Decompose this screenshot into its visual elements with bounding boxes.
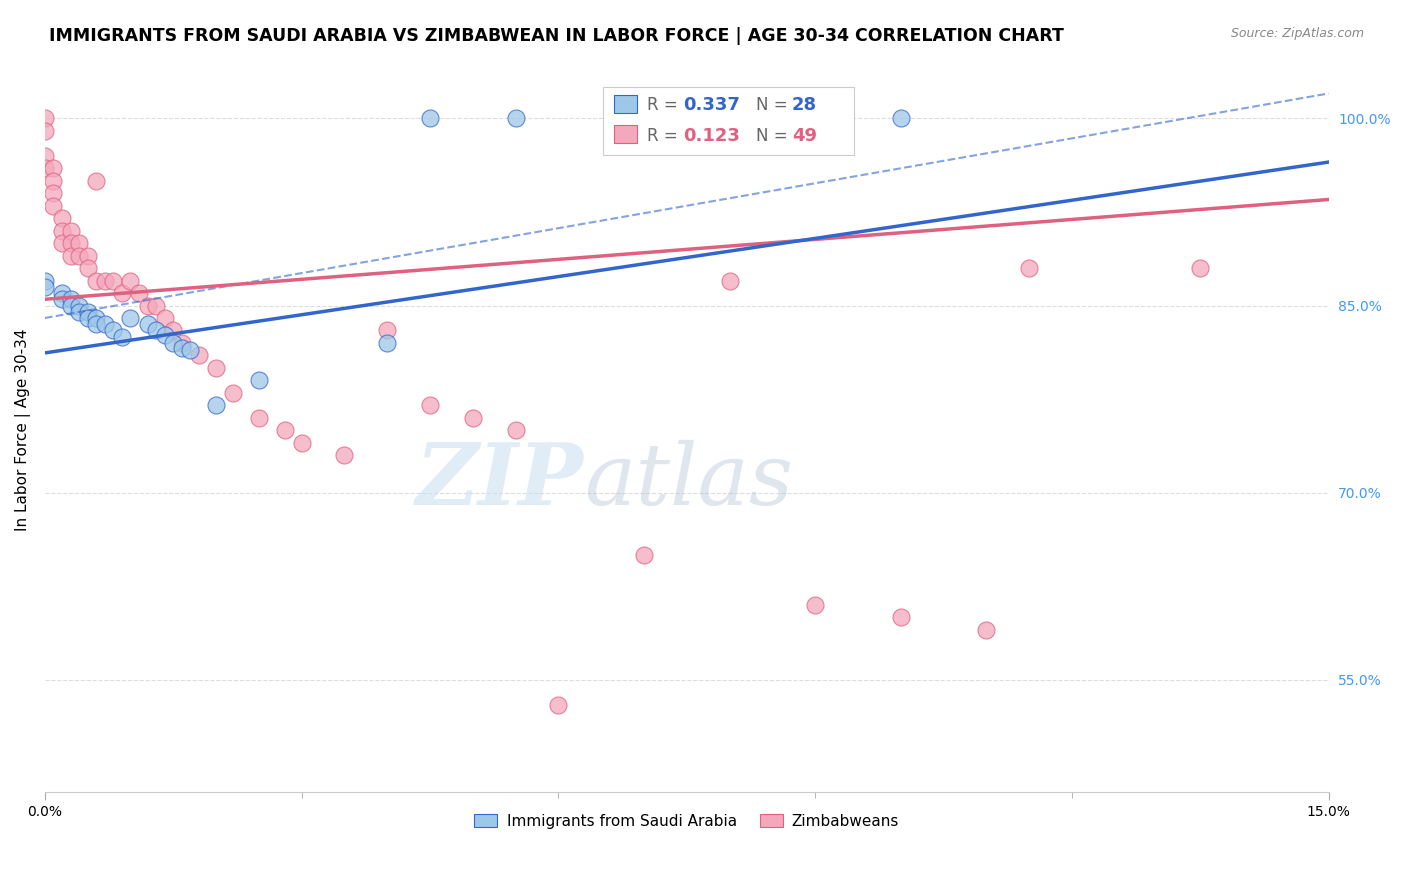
Point xyxy=(170,341,193,355)
Point xyxy=(59,224,82,238)
Point xyxy=(67,298,90,312)
Point xyxy=(94,317,117,331)
Point xyxy=(247,373,270,387)
Point xyxy=(222,385,245,400)
Point xyxy=(291,435,314,450)
Text: 0.123: 0.123 xyxy=(683,127,740,145)
Point xyxy=(170,335,193,350)
Point xyxy=(145,298,167,312)
Point xyxy=(42,199,65,213)
Point xyxy=(162,323,184,337)
Point xyxy=(34,274,56,288)
Point xyxy=(890,610,912,624)
FancyBboxPatch shape xyxy=(613,95,637,112)
Point xyxy=(51,224,73,238)
Text: 0.337: 0.337 xyxy=(683,96,740,114)
Text: 28: 28 xyxy=(792,96,817,114)
Point xyxy=(976,623,998,637)
Point xyxy=(42,186,65,201)
Point xyxy=(34,149,56,163)
Point xyxy=(59,298,82,312)
Point xyxy=(1189,261,1212,276)
Point xyxy=(1018,261,1040,276)
Point xyxy=(461,410,484,425)
Point xyxy=(84,310,107,325)
Point xyxy=(103,274,125,288)
Point xyxy=(718,274,741,288)
Point xyxy=(51,286,73,301)
Point xyxy=(273,423,295,437)
Point xyxy=(34,112,56,126)
Point xyxy=(84,317,107,331)
Point xyxy=(547,698,569,712)
Point xyxy=(804,598,827,612)
Point xyxy=(247,410,270,425)
Point xyxy=(136,298,159,312)
Point xyxy=(42,161,65,176)
Point xyxy=(51,236,73,251)
Point xyxy=(67,236,90,251)
Point xyxy=(51,293,73,307)
FancyBboxPatch shape xyxy=(613,125,637,143)
Point xyxy=(59,293,82,307)
Point xyxy=(103,323,125,337)
Point xyxy=(633,548,655,562)
Point xyxy=(59,236,82,251)
Point xyxy=(375,335,398,350)
Point xyxy=(84,174,107,188)
Point xyxy=(205,360,228,375)
Text: Source: ZipAtlas.com: Source: ZipAtlas.com xyxy=(1230,27,1364,40)
Point xyxy=(333,448,356,462)
Text: atlas: atlas xyxy=(583,440,793,522)
Text: ZIP: ZIP xyxy=(416,439,583,523)
Point xyxy=(34,280,56,294)
Point xyxy=(76,249,98,263)
Point xyxy=(59,249,82,263)
Text: N =: N = xyxy=(756,127,793,145)
Point xyxy=(145,323,167,337)
Point xyxy=(67,249,90,263)
Text: N =: N = xyxy=(756,96,793,114)
Point xyxy=(205,398,228,412)
Point xyxy=(153,328,176,343)
Point xyxy=(34,124,56,138)
Point xyxy=(419,112,441,126)
FancyBboxPatch shape xyxy=(603,87,853,155)
Point xyxy=(153,310,176,325)
Point xyxy=(505,423,527,437)
Point xyxy=(111,286,134,301)
Point xyxy=(187,348,209,362)
Point xyxy=(34,161,56,176)
Point xyxy=(94,274,117,288)
Point xyxy=(67,304,90,318)
Text: R =: R = xyxy=(647,96,683,114)
Point xyxy=(179,343,201,358)
Point xyxy=(505,112,527,126)
Point xyxy=(120,310,142,325)
Text: IMMIGRANTS FROM SAUDI ARABIA VS ZIMBABWEAN IN LABOR FORCE | AGE 30-34 CORRELATIO: IMMIGRANTS FROM SAUDI ARABIA VS ZIMBABWE… xyxy=(49,27,1064,45)
Point xyxy=(76,261,98,276)
Point xyxy=(128,286,150,301)
Point xyxy=(51,211,73,226)
Point xyxy=(136,317,159,331)
Point xyxy=(162,335,184,350)
Legend: Immigrants from Saudi Arabia, Zimbabweans: Immigrants from Saudi Arabia, Zimbabwean… xyxy=(468,807,905,835)
Point xyxy=(375,323,398,337)
Text: 49: 49 xyxy=(792,127,817,145)
Point xyxy=(42,174,65,188)
Point xyxy=(76,304,98,318)
Point xyxy=(890,112,912,126)
Point xyxy=(111,329,134,343)
Point xyxy=(419,398,441,412)
Point xyxy=(120,274,142,288)
Point xyxy=(76,310,98,325)
Text: R =: R = xyxy=(647,127,683,145)
Point xyxy=(84,274,107,288)
Y-axis label: In Labor Force | Age 30-34: In Labor Force | Age 30-34 xyxy=(15,329,31,532)
